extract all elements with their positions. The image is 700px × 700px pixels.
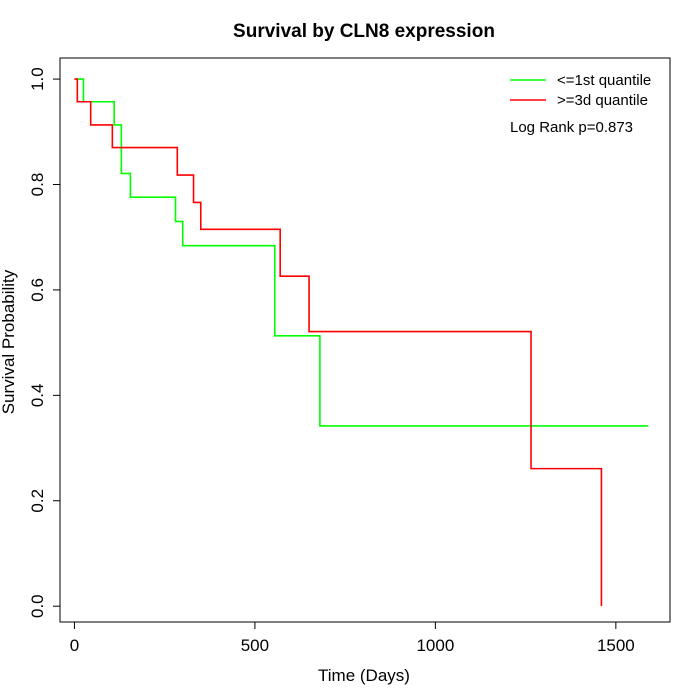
y-axis-label: Survival Probability (0, 269, 18, 414)
y-tick-label: 1.0 (28, 67, 47, 91)
x-axis: 0 500 1000 1500 (70, 622, 635, 655)
x-tick-label: 1500 (597, 636, 635, 655)
y-tick-label: 0.4 (28, 384, 47, 408)
y-tick-label: 0.2 (28, 489, 47, 513)
series-line-1 (74, 78, 649, 427)
plot-frame (59, 57, 671, 623)
legend-label-2: >=3d quantile (557, 92, 648, 109)
series-layer (74, 78, 649, 607)
series-line-2 (74, 78, 603, 607)
x-tick-label: 500 (241, 636, 269, 655)
y-tick-label: 0.6 (28, 278, 47, 302)
y-axis: 0.0 0.2 0.4 0.6 0.8 1.0 (28, 67, 60, 618)
x-tick-label: 0 (70, 636, 79, 655)
y-tick-label: 0.0 (28, 594, 47, 618)
log-rank-annotation: Log Rank p=0.873 (510, 119, 633, 136)
y-tick-label: 0.8 (28, 173, 47, 197)
plot-border (59, 57, 671, 623)
chart-title: Survival by CLN8 expression (233, 21, 495, 42)
legend-label-1: <=1st quantile (557, 72, 651, 89)
x-tick-label: 1000 (416, 636, 454, 655)
legend: <=1st quantile >=3d quantile (510, 72, 651, 109)
x-axis-label: Time (Days) (318, 666, 410, 685)
